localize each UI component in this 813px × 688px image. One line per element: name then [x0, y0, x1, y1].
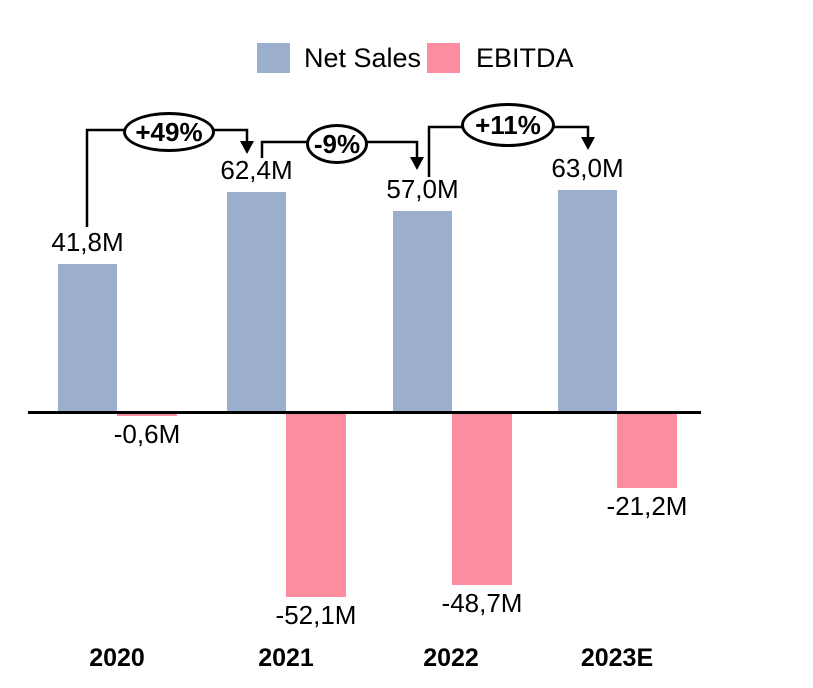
growth-badge-label: +11%	[475, 109, 541, 140]
value-label-net-sales-2022: 57,0M	[386, 174, 459, 204]
legend-label-ebitda: EBITDA	[476, 43, 574, 73]
value-label-ebitda-2021: -52,1M	[275, 600, 357, 630]
bar-ebitda-2020	[117, 414, 177, 416]
legend-swatch-ebitda	[427, 43, 460, 73]
growth-badge-2022-2023: +11%	[461, 103, 555, 147]
value-label-ebitda-2022: -48,7M	[441, 588, 523, 618]
axis-label-2022: 2022	[423, 644, 479, 672]
arrow-down-icon	[240, 141, 254, 154]
value-label-ebitda-2020: -0,6M	[113, 419, 181, 449]
value-label-net-sales-2021: 62,4M	[220, 155, 293, 185]
growth-badge-label: -9%	[313, 128, 361, 159]
value-label-net-sales-2020: 41,8M	[51, 227, 124, 257]
arrow-down-icon	[581, 137, 595, 150]
x-axis-line	[28, 411, 701, 414]
growth-badge-2020-2021: +49%	[123, 112, 215, 152]
growth-badge-2021-2022: -9%	[306, 124, 368, 164]
growth-badge-label: +49%	[135, 116, 203, 147]
axis-label-2020: 2020	[89, 644, 145, 672]
legend-swatch-net-sales	[257, 43, 290, 73]
legend-label-net-sales: Net Sales	[304, 43, 422, 73]
axis-label-2021: 2021	[258, 644, 314, 672]
axis-label-2023e: 2023E	[580, 644, 654, 672]
bar-net-sales-2020	[58, 264, 117, 411]
arrow-down-icon	[410, 157, 424, 170]
bar-net-sales-2021	[227, 192, 286, 411]
value-label-net-sales-2023e: 63,0M	[551, 153, 624, 183]
value-label-ebitda-2023e: -21,2M	[606, 491, 688, 521]
bar-ebitda-2022	[452, 414, 512, 585]
bar-net-sales-2022	[393, 211, 452, 411]
bar-ebitda-2023e	[617, 414, 677, 488]
bar-net-sales-2023e	[558, 190, 617, 411]
bar-ebitda-2021	[286, 414, 346, 597]
